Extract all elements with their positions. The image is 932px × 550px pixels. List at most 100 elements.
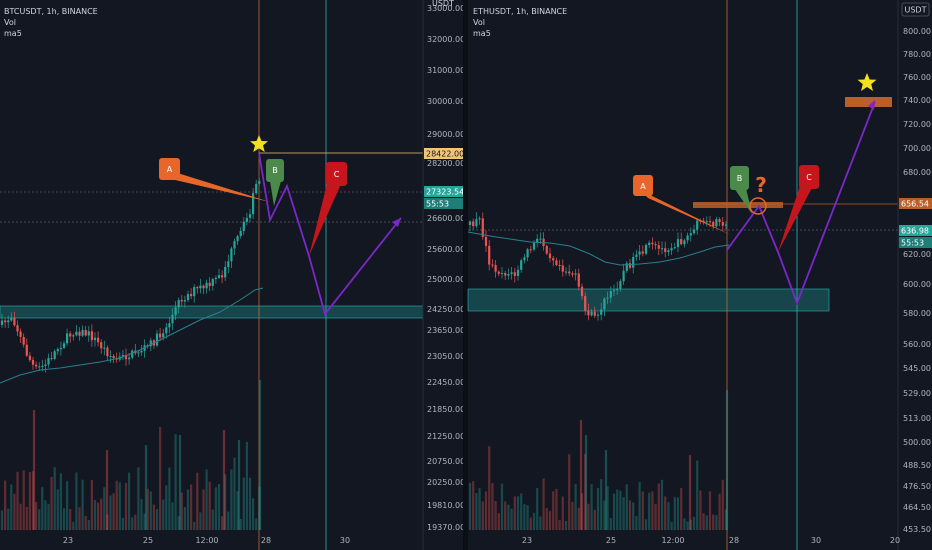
left-candle-body [22, 337, 25, 345]
btc-support-zone [0, 305, 424, 319]
btc-price-axis [423, 0, 463, 530]
right-candle-body [590, 311, 593, 316]
eth-wave-a-pointer [640, 190, 731, 235]
left-candle-body [205, 282, 208, 289]
left-volume-bar [62, 508, 66, 530]
btc-chart-panel[interactable]: A B C 33000.00 32000.00 31000.00 30000.00 29… [0, 0, 465, 550]
right-candle-body [724, 224, 728, 226]
right-volume-bar [478, 488, 481, 530]
right-candle-body [667, 250, 670, 252]
left-candle-body [202, 285, 205, 289]
eth-last-price-tag [899, 225, 932, 236]
right-volume-bar [468, 482, 472, 530]
right-volume-bar [635, 516, 638, 530]
right-volume-bar [574, 484, 577, 530]
eth-time-axis-label: 23 [522, 536, 532, 545]
right-volume-bar [484, 491, 488, 530]
btc-wave-a-label[interactable] [159, 158, 180, 180]
btc-price-axis-label: 23650.00 [427, 326, 465, 335]
eth-price-axis-label: 620.00 [903, 250, 931, 259]
right-volume-bar [648, 492, 651, 530]
right-candle-body [478, 218, 481, 220]
right-candle-body [651, 242, 654, 245]
btc-resistance-tag-text: 28422.00 [426, 150, 464, 159]
left-volume-bar [208, 481, 211, 530]
eth-header: ETHUSDT, 1h, BINANCE Vol ma5 [473, 6, 567, 39]
right-candle-body [689, 233, 692, 236]
left-candle-body [47, 358, 50, 365]
btc-ma-label[interactable]: ma5 [4, 29, 22, 38]
btc-wave-c-label[interactable] [326, 162, 347, 186]
eth-price-axis-label: 545.00 [903, 364, 931, 373]
eth-target-zone [845, 97, 892, 107]
left-candle-body [66, 333, 69, 344]
right-volume-bar [676, 497, 680, 530]
right-candle-body [577, 273, 580, 287]
btc-price-axis-label: 26600.00 [427, 214, 465, 223]
btc-price-axis-label: 21250.00 [427, 432, 465, 441]
left-candle-body [196, 287, 199, 289]
right-candle-body [584, 296, 587, 311]
right-volume-bar [606, 486, 609, 530]
left-volume-bar [162, 499, 165, 530]
left-candle-body [121, 354, 124, 357]
right-volume-bar [612, 493, 616, 530]
right-volume-spike [584, 435, 588, 530]
eth-vol-label[interactable]: Vol [473, 18, 485, 27]
btc-wave-b-label[interactable] [266, 159, 284, 182]
right-volume-bar [500, 483, 504, 530]
right-candle-body [673, 247, 676, 249]
left-candle-body [19, 331, 22, 338]
right-volume-bar [584, 453, 587, 530]
left-candle-body [100, 342, 103, 349]
left-volume-bar [44, 500, 47, 530]
btc-time-axis-label: 25 [143, 536, 153, 545]
btc-resistance-tag [424, 148, 464, 159]
right-volume-bar [683, 518, 686, 530]
eth-wave-a-label[interactable] [633, 175, 653, 196]
right-candle-body [593, 311, 596, 316]
right-volume-bar [596, 487, 600, 530]
eth-symbol-title[interactable]: ETHUSDT, 1h, BINANCE [473, 7, 568, 16]
left-volume-bar [214, 487, 217, 530]
eth-currency-badge[interactable] [901, 2, 930, 17]
right-candle-body [641, 251, 644, 254]
left-candle-body [41, 365, 44, 367]
eth-price-axis-label: 580.00 [903, 309, 931, 318]
eth-wave-b-label[interactable] [730, 166, 749, 190]
btc-ma-line [0, 287, 264, 384]
left-volume-bar [47, 503, 50, 530]
eth-wave-c-label[interactable] [799, 165, 819, 189]
left-volume-bar [112, 493, 115, 530]
right-candle-body [568, 271, 571, 274]
eth-chart-panel[interactable]: A B C ? USDT 800.00 780.00 760.00 740.00 720… [467, 0, 932, 550]
right-candle-body [548, 253, 552, 259]
left-volume-bar [255, 518, 258, 530]
left-volume-bar [165, 485, 168, 530]
panel-divider[interactable] [463, 0, 468, 550]
left-volume-bar [22, 470, 25, 530]
eth-ma-label[interactable]: ma5 [473, 29, 491, 38]
left-candle-body [168, 323, 171, 328]
right-volume-bar [526, 505, 529, 530]
left-candle-body [221, 275, 224, 278]
eth-price-axis-label: 529.00 [903, 389, 931, 398]
btc-symbol-title[interactable]: BTCUSDT, 1h, BINANCE [4, 7, 98, 16]
eth-price-axis-label: 780.00 [903, 50, 931, 59]
right-candle-body [526, 249, 529, 258]
left-candle-body [159, 333, 162, 338]
left-volume-bar [66, 481, 69, 530]
right-candle-body [600, 309, 603, 315]
left-candle-body [16, 325, 19, 332]
left-volume-bar [103, 487, 106, 530]
right-candle-body [635, 254, 638, 257]
left-candle-body [214, 277, 217, 280]
btc-vol-label[interactable]: Vol [4, 18, 16, 27]
right-volume-bar [577, 507, 580, 530]
btc-wave-a-pointer [168, 170, 270, 202]
eth-projection-arrowhead [868, 100, 875, 110]
left-candle-body [165, 327, 168, 334]
left-volume-bar [149, 491, 152, 530]
right-volume-bar [561, 496, 564, 530]
btc-price-axis-label: 29000.00 [427, 130, 465, 139]
